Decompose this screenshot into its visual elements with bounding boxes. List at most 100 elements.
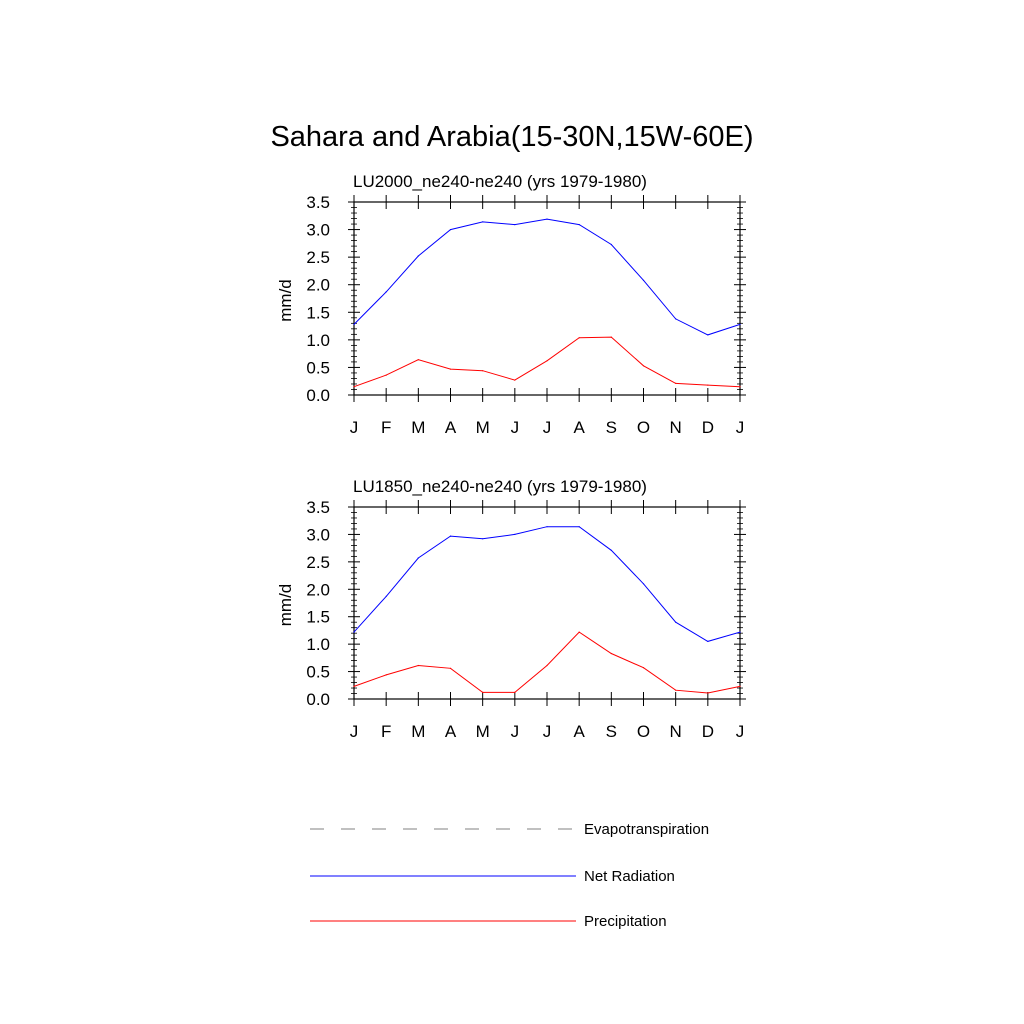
data-point-precipitation <box>417 359 419 361</box>
x-tick-label: J <box>543 418 552 437</box>
data-point-precipitation <box>610 652 612 655</box>
x-tick-label: M <box>411 722 425 741</box>
data-point-precipitation <box>739 685 741 688</box>
y-tick-label: 0.0 <box>306 690 330 709</box>
data-point-net-radiation <box>385 595 387 598</box>
y-tick-label: 2.0 <box>306 580 330 599</box>
data-point-net-radiation <box>675 318 677 320</box>
y-tick-label: 0.0 <box>306 386 330 405</box>
y-tick-label: 3.0 <box>306 221 330 240</box>
y-tick-label: 2.5 <box>306 553 330 572</box>
data-point-precipitation <box>417 664 419 667</box>
legend-label: Precipitation <box>584 913 667 930</box>
x-tick-label: A <box>573 722 585 741</box>
chart-panel-1: LU2000_ne240-ne240 (yrs 1979-1980) mm/d 0.… <box>276 172 746 437</box>
data-point-precipitation <box>482 370 484 372</box>
data-point-net-radiation <box>417 255 419 257</box>
y-tick-label: 2.5 <box>306 248 330 267</box>
data-point-precipitation <box>578 337 580 339</box>
data-point-net-radiation <box>610 243 612 246</box>
data-point-precipitation <box>449 667 452 669</box>
plot-frame <box>353 201 741 396</box>
x-tick-label: M <box>476 418 490 437</box>
data-point-net-radiation <box>482 221 484 223</box>
data-point-precipitation <box>642 365 645 367</box>
panel-title: LU2000_ne240-ne240 (yrs 1979-1980) <box>353 172 647 191</box>
data-point-net-radiation <box>610 549 612 551</box>
x-tick-label: J <box>350 418 359 437</box>
data-point-precipitation <box>514 691 516 694</box>
plot-frame <box>353 506 741 700</box>
x-tick-label: J <box>736 418 745 437</box>
x-tick-label: F <box>381 418 391 437</box>
x-tick-label: M <box>476 722 490 741</box>
x-tick-label: A <box>573 418 585 437</box>
x-tick-label: S <box>606 722 617 741</box>
data-point-net-radiation <box>546 526 548 528</box>
x-tick-label: J <box>511 722 520 741</box>
legend-label: Net Radiation <box>584 868 675 885</box>
data-point-net-radiation <box>707 640 709 643</box>
y-tick-label: 2.0 <box>306 276 330 295</box>
x-tick-label: J <box>543 722 552 741</box>
x-tick-label: F <box>381 722 391 741</box>
x-tick-label: N <box>670 418 682 437</box>
chart-panel-2: LU1850_ne240-ne240 (yrs 1979-1980) mm/d 0.… <box>276 477 746 741</box>
y-tick-label: 3.5 <box>306 193 330 212</box>
data-point-precipitation <box>385 374 387 376</box>
data-point-precipitation <box>514 379 516 381</box>
y-tick-label: 1.5 <box>306 608 330 627</box>
y-axis-label: mm/d <box>276 584 295 627</box>
data-point-net-radiation <box>578 224 580 226</box>
data-point-net-radiation <box>707 334 709 336</box>
data-point-net-radiation <box>578 526 580 528</box>
x-tick-label: D <box>702 418 714 437</box>
data-point-precipitation <box>353 386 355 388</box>
x-tick-label: D <box>702 722 714 741</box>
data-point-precipitation <box>385 674 387 676</box>
data-point-precipitation <box>707 384 709 386</box>
x-tick-label: J <box>511 418 520 437</box>
x-tick-label: O <box>637 418 650 437</box>
data-point-net-radiation <box>514 533 516 536</box>
data-point-net-radiation <box>514 224 516 226</box>
data-point-precipitation <box>578 631 580 633</box>
data-point-precipitation <box>353 685 355 688</box>
data-point-net-radiation <box>353 323 355 325</box>
y-axis-label: mm/d <box>276 279 295 322</box>
data-point-precipitation <box>642 667 645 669</box>
data-point-net-radiation <box>353 631 355 633</box>
x-tick-label: S <box>606 418 617 437</box>
x-tick-label: O <box>637 722 650 741</box>
data-point-net-radiation <box>642 279 645 281</box>
chart-panels: LU2000_ne240-ne240 (yrs 1979-1980) mm/d 0.… <box>276 172 746 741</box>
data-point-precipitation <box>675 382 677 384</box>
y-tick-label: 3.0 <box>306 525 330 544</box>
data-point-net-radiation <box>417 557 419 559</box>
y-tick-label: 1.0 <box>306 635 330 654</box>
x-tick-label: N <box>670 722 682 741</box>
legend-label: Evapotranspiration <box>584 821 709 838</box>
data-point-precipitation <box>482 691 484 694</box>
data-point-precipitation <box>707 692 709 694</box>
y-tick-label: 1.5 <box>306 303 330 322</box>
data-point-precipitation <box>546 664 548 667</box>
data-point-precipitation <box>675 689 677 691</box>
data-point-net-radiation <box>385 291 387 293</box>
x-tick-label: J <box>736 722 745 741</box>
chart-legend: Evapotranspiration Net Radiation Precipita… <box>310 821 709 930</box>
data-point-net-radiation <box>675 621 677 623</box>
series-line-net-radiation <box>353 218 741 336</box>
data-point-precipitation <box>610 336 612 338</box>
x-tick-label: J <box>350 722 359 741</box>
data-point-net-radiation <box>449 535 452 537</box>
figure-title: Sahara and Arabia(15-30N,15W-60E) <box>270 121 754 153</box>
series-line-precipitation <box>353 631 741 694</box>
data-point-net-radiation <box>546 218 548 220</box>
y-tick-label: 3.5 <box>306 498 330 517</box>
x-tick-label: A <box>445 722 457 741</box>
x-tick-label: M <box>411 418 425 437</box>
y-tick-label: 0.5 <box>306 358 330 377</box>
data-point-precipitation <box>449 368 452 370</box>
